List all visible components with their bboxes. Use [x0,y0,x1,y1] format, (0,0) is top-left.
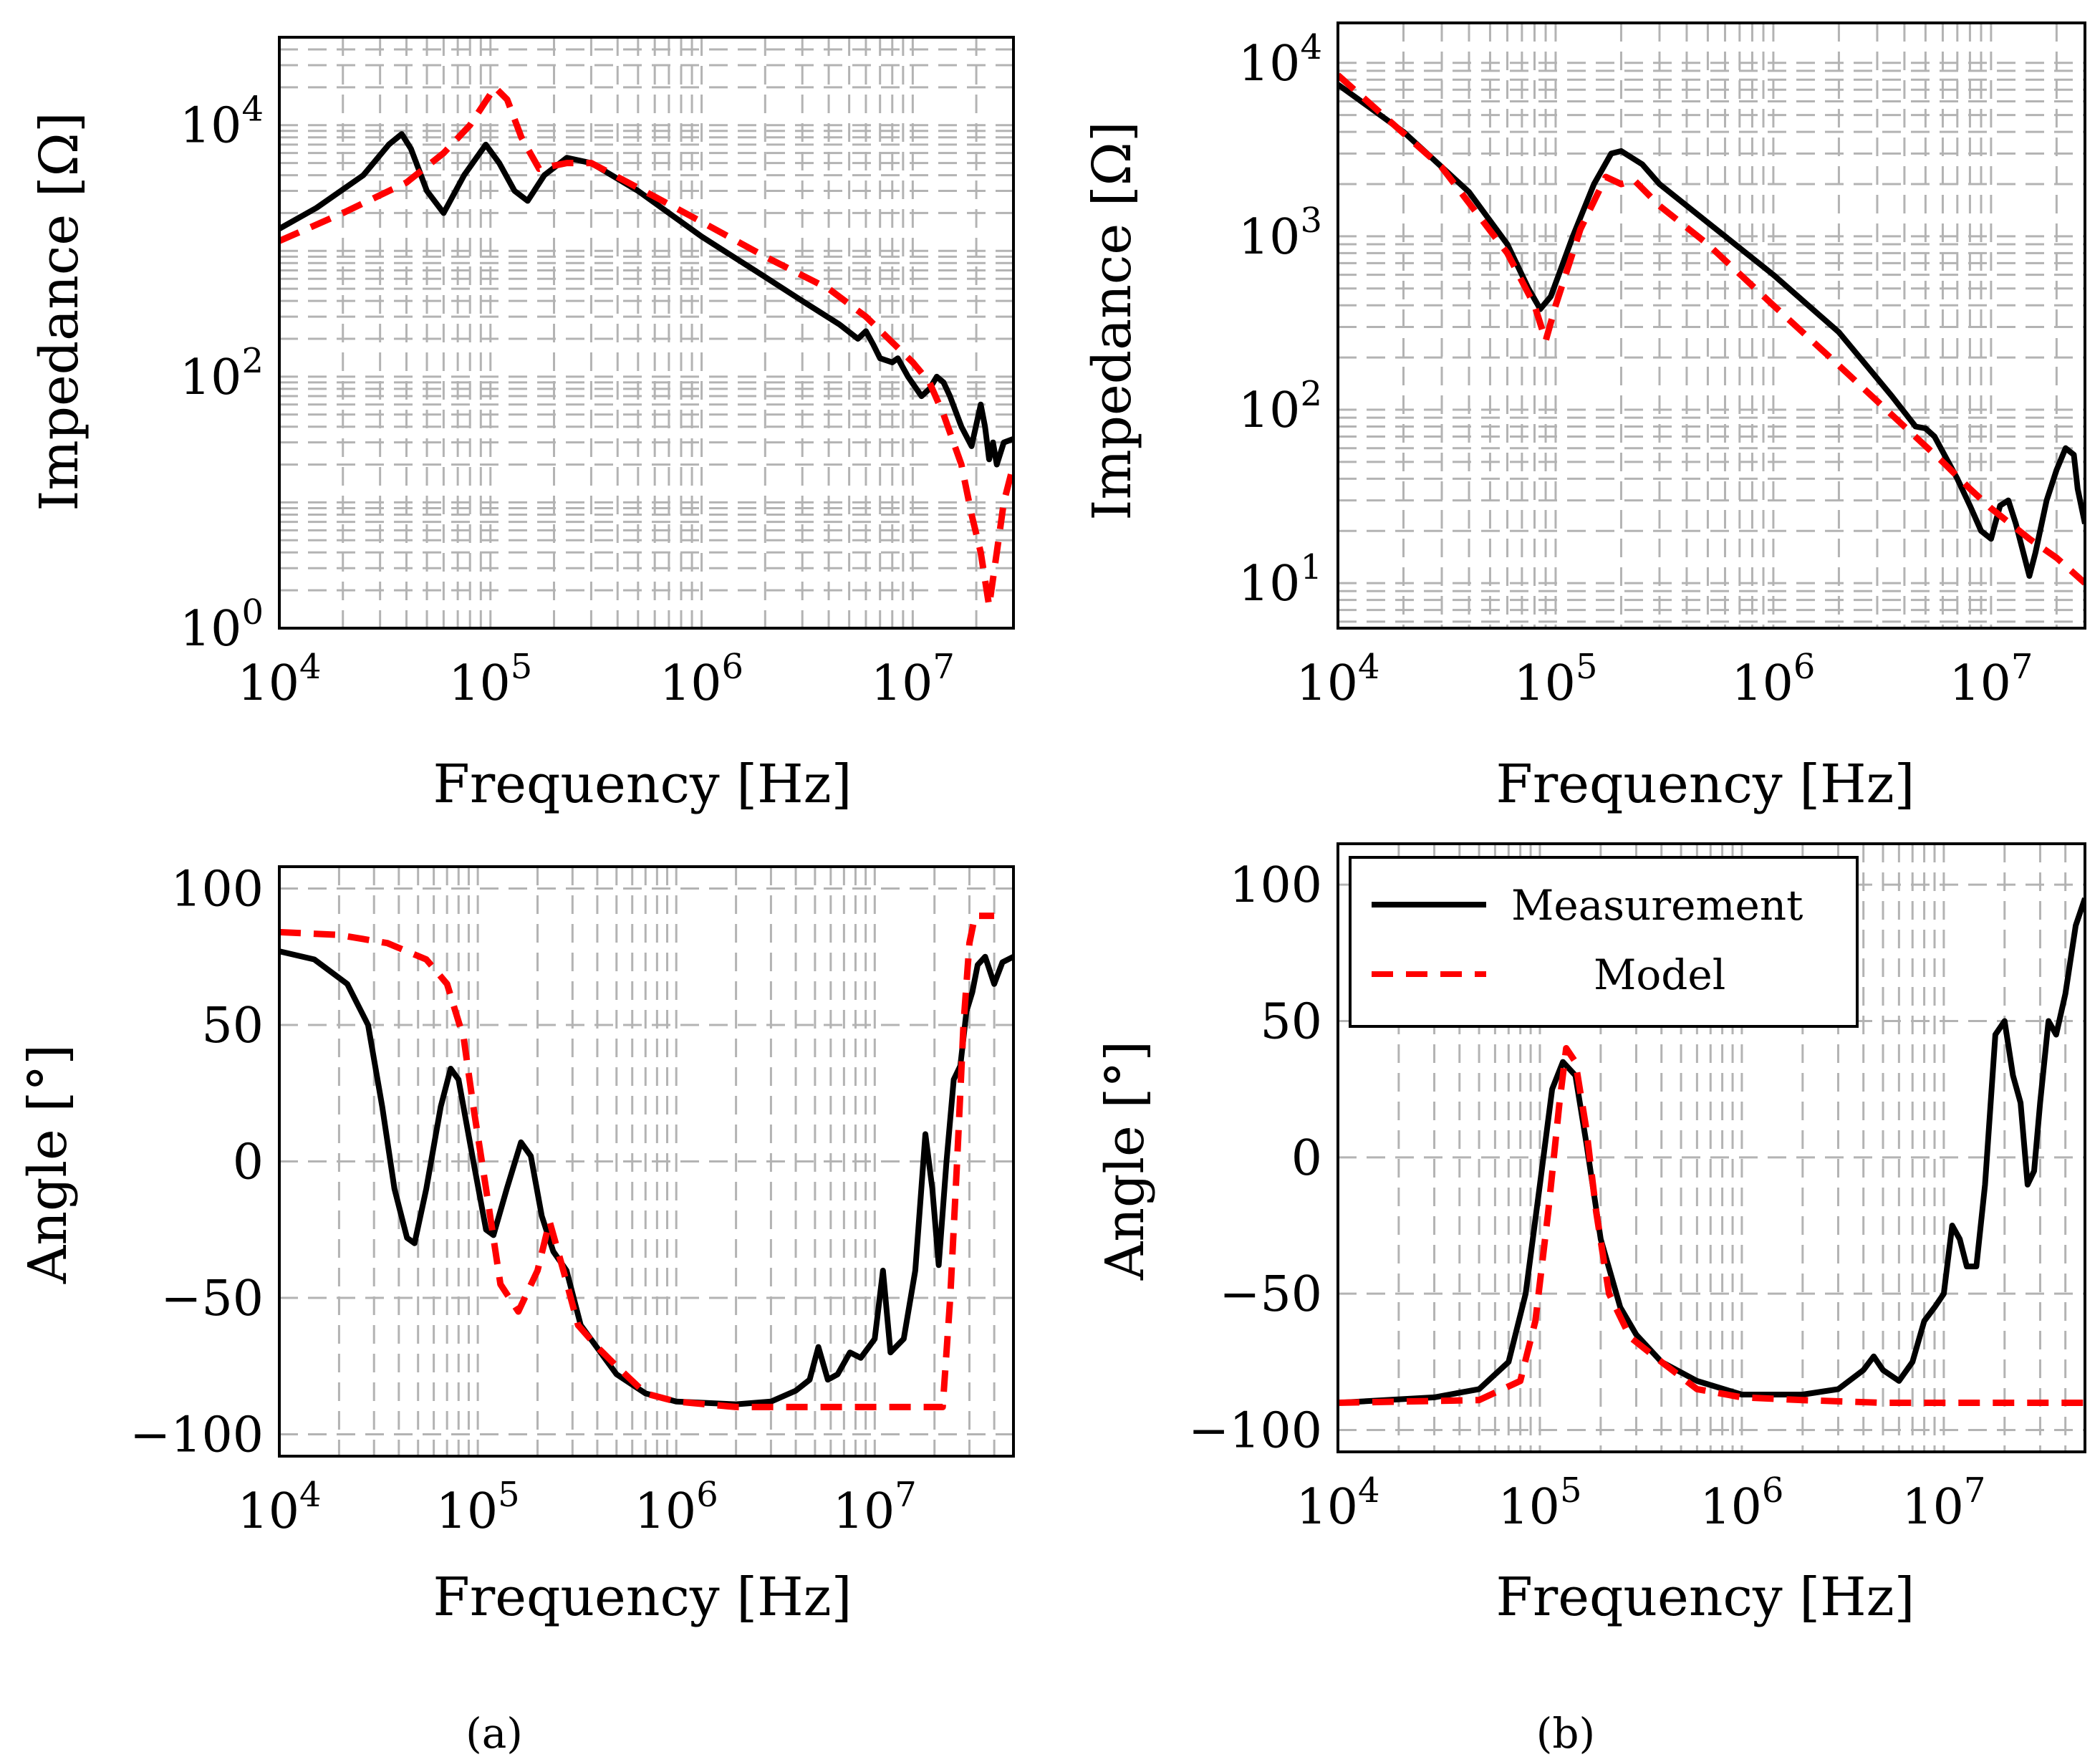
x-tick-label: 106 [635,1475,718,1540]
frame-layer [278,21,2086,1458]
legend-box [1349,856,1859,1028]
caption-b: (b) [1536,1709,1595,1758]
a-bottom-ylabel: Angle [°] [17,1044,79,1284]
y-tick-label: −50 [1219,1266,1322,1323]
y-tick-label: −100 [130,1407,264,1464]
y-tick-label: 103 [1238,201,1322,266]
y-tick-label: 0 [1291,1130,1322,1187]
b-bottom-xlabel: Frequency [Hz] [1495,1566,1914,1628]
plot-frame [278,36,1015,630]
x-tick-label: 105 [448,647,532,712]
b-bottom-ylabel: Angle [°] [1094,1041,1156,1281]
x-tick-label: 106 [1731,647,1815,712]
grid-layer [279,23,2085,1456]
legend: Measurement Model [1349,856,1859,1028]
y-tick-label: 101 [1238,547,1322,612]
x-tick-label: 104 [1296,1470,1379,1536]
caption-a: (a) [466,1709,523,1758]
plot-frame [1336,842,2086,1453]
plot-frame [1336,21,2086,630]
x-tick-label: 104 [1296,647,1379,712]
series-line-measurement [279,131,1013,468]
y-tick-label: 100 [170,861,264,918]
y-tick-label: 104 [180,90,264,155]
x-tick-label: 105 [436,1475,520,1540]
a-top-xlabel: Frequency [Hz] [433,754,852,815]
x-tick-label: 107 [871,647,955,712]
x-tick-label: 107 [833,1475,917,1540]
x-tick-label: 104 [237,1475,321,1540]
series-line-measurement [1338,897,2085,1406]
y-tick-label: 102 [180,341,264,406]
b-top-xlabel: Frequency [Hz] [1495,754,1914,815]
series-line-measurement [279,948,1013,1407]
legend-label-model: Model [1594,950,1725,999]
x-tick-label: 107 [1902,1470,1985,1536]
y-tick-label: 50 [1260,993,1322,1050]
series-line-model [279,913,995,1410]
a-bottom-xlabel: Frequency [Hz] [433,1566,852,1628]
x-tick-label: 106 [660,647,743,712]
x-tick-label: 104 [237,647,321,712]
y-tick-label: 102 [1238,374,1322,439]
x-tick-label: 107 [1949,647,2033,712]
y-tick-label: −50 [160,1271,264,1327]
series-line-model [1338,72,2085,586]
x-tick-label: 106 [1700,1470,1783,1536]
series-line-model [1338,1045,2085,1406]
y-tick-label: −100 [1188,1403,1322,1460]
series-line-measurement [1338,82,2085,579]
plot-frame [278,865,1015,1458]
y-tick-label: 104 [1238,27,1322,92]
y-tick-label: 0 [233,1135,264,1191]
tick-label-layer: 104 105 106 107 100 102 104 104 105 106 107 101 102 1… [130,27,2033,1540]
y-tick-label: 50 [201,998,264,1054]
a-top-ylabel: Impedance [Ω] [29,112,90,511]
series-layer [279,72,2085,1410]
legend-label-measurement: Measurement [1511,881,1803,930]
y-tick-label: 100 [180,592,264,658]
x-tick-label: 105 [1498,1470,1581,1536]
y-tick-label: 100 [1229,857,1322,914]
b-top-ylabel: Impedance [Ω] [1082,121,1143,521]
x-tick-label: 105 [1513,647,1597,712]
